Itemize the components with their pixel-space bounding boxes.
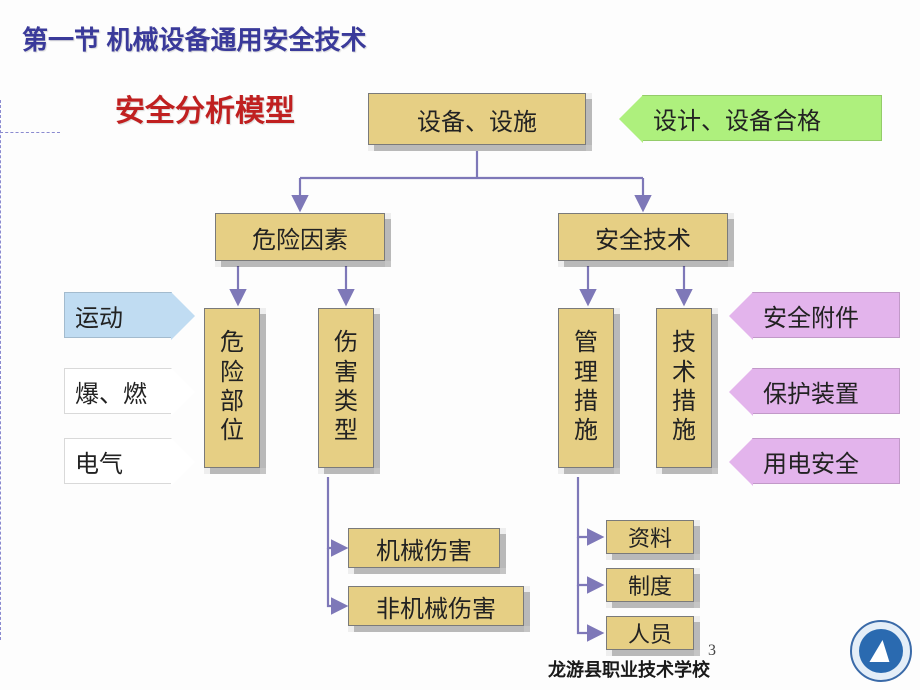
box-system: 制度: [606, 568, 694, 602]
box-people: 人员: [606, 616, 694, 650]
arrow-label: 用电安全: [763, 444, 859, 479]
char: 管: [574, 329, 598, 358]
arrow-attach: 安全附件: [752, 292, 900, 338]
char: 型: [334, 417, 358, 446]
box-tech: 技术措施: [656, 308, 712, 468]
char: 措: [672, 388, 696, 417]
char: 部: [220, 388, 244, 417]
box-hazard: 危险因素: [215, 213, 385, 261]
arrow-explode: 爆、燃: [64, 368, 172, 414]
char: 位: [220, 417, 244, 446]
arrow-motion: 运动: [64, 292, 172, 338]
footer-school: 龙游县职业技术学校: [548, 656, 710, 682]
box-root: 设备、设施: [368, 93, 586, 145]
page-subtitle: 安全分析模型: [115, 86, 295, 130]
char: 措: [574, 388, 598, 417]
char: 类: [334, 388, 358, 417]
arrow-label: 设计、设备合格: [653, 101, 821, 136]
box-harm_type: 伤害类型: [318, 308, 374, 468]
arrow-elec_safe: 用电安全: [752, 438, 900, 484]
char: 险: [220, 359, 244, 388]
arrow-label: 运动: [75, 298, 123, 333]
char: 施: [574, 417, 598, 446]
arrow-electric: 电气: [64, 438, 172, 484]
page-title: 第一节 机械设备通用安全技术: [22, 20, 367, 57]
box-mech_harm: 机械伤害: [348, 528, 500, 568]
slide-edge-left: [0, 100, 2, 640]
box-nonmech_harm: 非机械伤害: [348, 586, 524, 626]
school-logo-icon: [850, 620, 912, 682]
box-safety: 安全技术: [558, 213, 728, 261]
char: 伤: [334, 329, 358, 358]
arrow-label: 保护装置: [763, 374, 859, 409]
arrow-design_ok: 设计、设备合格: [642, 95, 882, 141]
arrow-label: 电气: [75, 444, 123, 479]
slide-edge-top: [0, 132, 60, 134]
char: 术: [672, 359, 696, 388]
arrow-label: 爆、燃: [75, 374, 147, 409]
box-danger_part: 危险部位: [204, 308, 260, 468]
char: 技: [672, 329, 696, 358]
char: 危: [220, 329, 244, 358]
char: 害: [334, 359, 358, 388]
box-data: 资料: [606, 520, 694, 554]
box-mgmt: 管理措施: [558, 308, 614, 468]
char: 理: [574, 359, 598, 388]
char: 施: [672, 417, 696, 446]
arrow-protect: 保护装置: [752, 368, 900, 414]
arrow-label: 安全附件: [763, 298, 859, 333]
